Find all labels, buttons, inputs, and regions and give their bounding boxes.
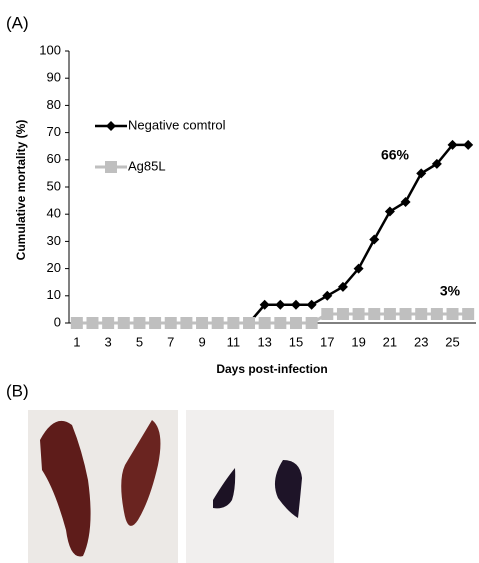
x-tick-label: 5 [136, 334, 143, 349]
point [86, 317, 99, 329]
y-tick-label: 80 [47, 97, 61, 112]
point [400, 196, 411, 207]
point [305, 317, 318, 329]
x-tick-label: 7 [167, 334, 174, 349]
point [430, 308, 443, 321]
point [384, 206, 395, 217]
x-tick-label: 1 [73, 334, 80, 349]
y-tick-label: 0 [54, 314, 61, 329]
y-tick-label: 20 [47, 260, 61, 275]
y-tick-label: 70 [47, 124, 61, 139]
annotation: 66% [381, 147, 410, 163]
point [446, 308, 459, 321]
point [462, 308, 475, 321]
point [243, 317, 256, 329]
point [227, 317, 240, 329]
y-tick-label: 90 [47, 70, 61, 85]
x-tick-label: 19 [351, 334, 365, 349]
point [463, 139, 474, 150]
x-axis-label: Days post-infection [216, 362, 327, 376]
x-tick-label: 9 [198, 334, 205, 349]
legend-label: Negative comtrol [128, 117, 226, 132]
panel-label: (A) [6, 13, 29, 32]
point [117, 317, 130, 329]
point [102, 317, 115, 329]
legend-marker [106, 121, 116, 131]
y-tick-label: 30 [47, 233, 61, 248]
y-tick-label: 60 [47, 151, 61, 166]
point [321, 308, 334, 321]
point [290, 299, 301, 310]
y-tick-label: 40 [47, 206, 61, 221]
x-tick-label: 13 [257, 334, 271, 349]
legend-label: Ag85L [128, 158, 166, 173]
point [416, 168, 427, 179]
legend-marker [105, 161, 117, 173]
point [211, 317, 224, 329]
point [322, 290, 333, 301]
point [368, 308, 381, 321]
x-tick-label: 3 [105, 334, 112, 349]
photo-ag85l [186, 410, 334, 563]
y-axis-label: Cumulative mortality (%) [14, 120, 28, 261]
point [306, 299, 317, 310]
point [447, 139, 458, 150]
x-tick-label: 15 [289, 334, 303, 349]
x-tick-label: 11 [227, 334, 241, 349]
point [369, 234, 380, 245]
panel-label: (B) [6, 381, 29, 400]
x-tick-label: 23 [414, 334, 428, 349]
point [336, 308, 349, 321]
point [133, 317, 146, 329]
point [399, 308, 412, 321]
point [275, 299, 286, 310]
point [258, 317, 271, 329]
x-tick-label: 17 [320, 334, 334, 349]
point [431, 158, 442, 169]
point [274, 317, 287, 329]
point [353, 263, 364, 274]
point [352, 308, 365, 321]
point [259, 299, 270, 310]
x-tick-label: 25 [445, 334, 459, 349]
y-tick-label: 10 [47, 287, 61, 302]
x-tick-label: 21 [383, 334, 397, 349]
point [70, 317, 83, 329]
y-tick-label: 100 [39, 42, 61, 57]
point [415, 308, 428, 321]
point [149, 317, 162, 329]
point [164, 317, 177, 329]
annotation: 3% [440, 283, 461, 299]
point [196, 317, 209, 329]
y-tick-label: 50 [47, 178, 61, 193]
point [337, 281, 348, 292]
photo-control [28, 410, 178, 563]
point [289, 317, 302, 329]
point [383, 308, 396, 321]
point [180, 317, 193, 329]
